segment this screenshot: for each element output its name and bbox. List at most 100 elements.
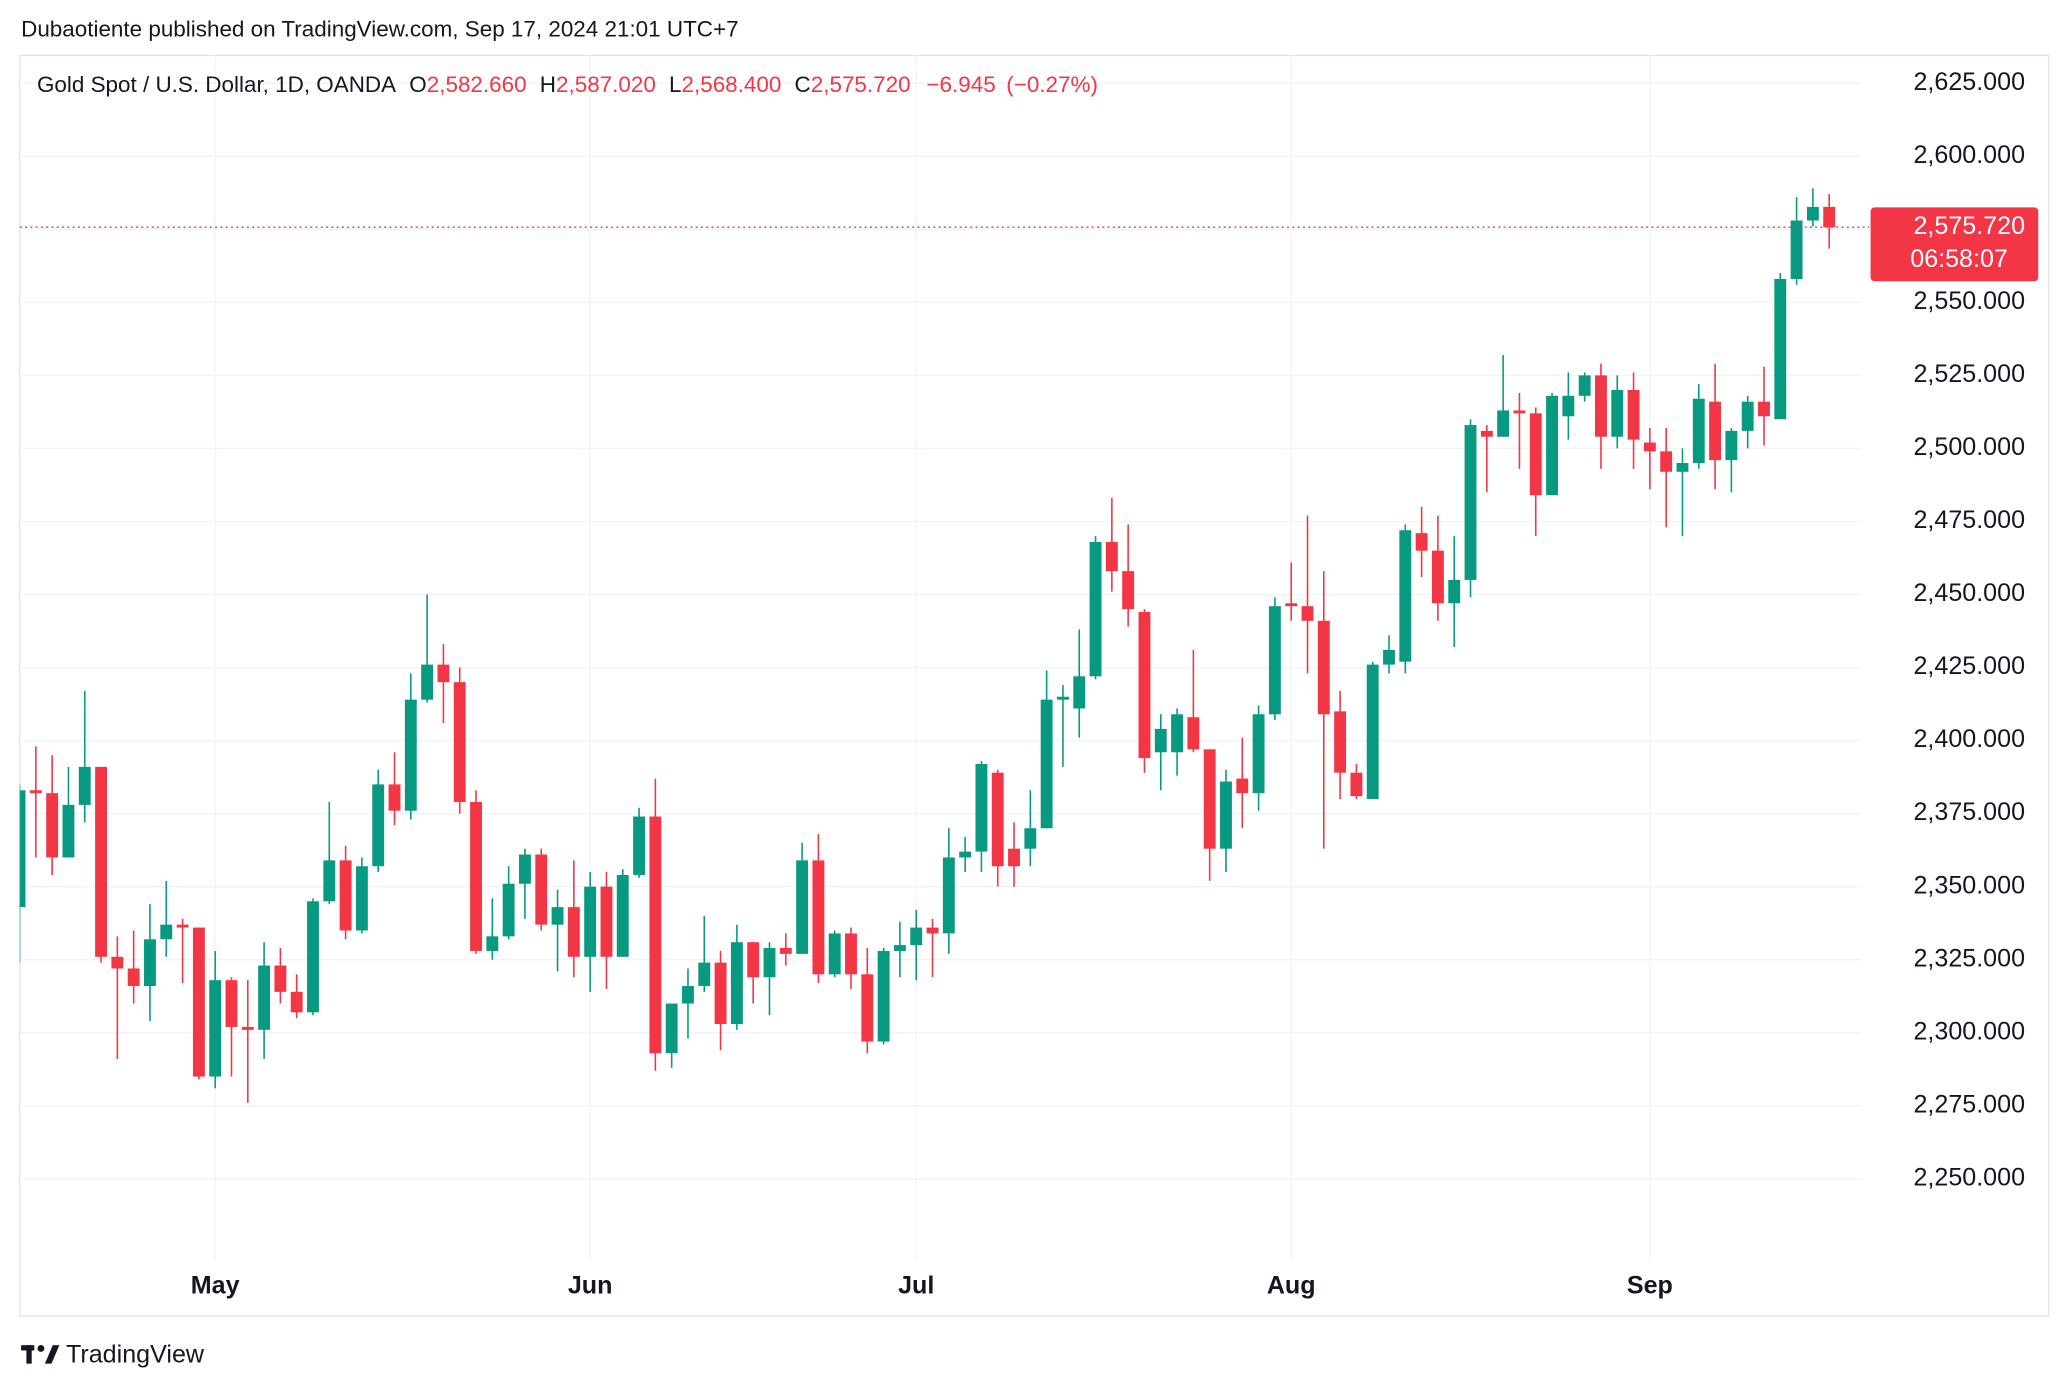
candle-body — [144, 939, 156, 987]
candle-body — [470, 801, 482, 951]
candle-body — [942, 857, 955, 934]
candle-body — [192, 927, 205, 1077]
candle-body — [1660, 451, 1673, 472]
candle-body — [779, 948, 792, 954]
candle-body — [698, 962, 711, 987]
candle-body — [633, 816, 646, 875]
candle-body — [1366, 664, 1379, 800]
candle-body — [1627, 389, 1640, 440]
candle-body — [1758, 401, 1770, 417]
last-price-label: 2,575.720 — [1913, 212, 2025, 240]
candle-body — [19, 790, 26, 908]
candle-body — [241, 1026, 254, 1030]
candle-body — [1692, 398, 1705, 464]
x-tick-label: May — [191, 1272, 240, 1300]
candle-body — [1513, 410, 1526, 414]
candle-body — [1725, 430, 1738, 461]
candle-body — [1464, 425, 1477, 580]
candle-body — [1774, 278, 1787, 420]
candle-body — [1317, 620, 1330, 715]
candle-body — [1611, 389, 1624, 437]
candle-body — [535, 854, 548, 925]
candle-body — [1497, 410, 1510, 437]
y-tick-label: 2,450.000 — [1913, 579, 2025, 607]
candle-body — [1790, 220, 1803, 279]
candle-body — [258, 965, 271, 1030]
candle-body — [1236, 778, 1249, 794]
legend-value: 2,575.720 — [811, 72, 911, 97]
y-tick-label: 2,300.000 — [1913, 1017, 2025, 1045]
candle-body — [926, 927, 939, 934]
legend-value: 2,582.660 — [427, 72, 527, 97]
legend-value: 2,587.020 — [556, 72, 656, 97]
candle-body — [649, 816, 662, 1054]
candle-body — [1415, 533, 1428, 551]
candle-body — [1154, 728, 1167, 753]
candle-body — [1399, 530, 1412, 662]
candle-body — [1171, 714, 1184, 753]
candle-body — [812, 860, 825, 975]
candle-body — [1285, 603, 1298, 607]
candle-body — [910, 927, 923, 946]
candle-body — [1203, 749, 1216, 849]
candle-body — [95, 766, 107, 957]
candle-body — [274, 965, 287, 992]
candle-body — [502, 883, 515, 937]
candle-body — [1138, 612, 1151, 759]
candle-body — [1008, 848, 1020, 867]
candle-body — [1676, 463, 1689, 472]
candle-body — [1073, 676, 1086, 709]
candle-body — [1252, 714, 1265, 794]
y-tick-label: 2,475.000 — [1913, 506, 2025, 534]
candle-body — [616, 874, 629, 957]
legend-letter: O — [409, 72, 426, 97]
candle-body — [453, 682, 466, 802]
candle-body — [1546, 395, 1558, 496]
legend: Gold Spot / U.S. Dollar, 1D, OANDA O2,582… — [37, 72, 1098, 97]
candle-body — [1823, 206, 1836, 228]
candle-body — [1122, 571, 1135, 610]
candle-body — [1562, 395, 1575, 417]
candle-body — [1741, 401, 1754, 431]
candle-body — [518, 854, 531, 884]
legend-letter: L — [669, 72, 681, 97]
candle-body — [372, 784, 385, 867]
candle-body — [730, 942, 743, 1024]
candle-body — [682, 986, 694, 1004]
y-tick-label: 2,325.000 — [1913, 944, 2025, 972]
legend-letter: H — [540, 72, 556, 97]
y-tick-label: 2,350.000 — [1913, 871, 2025, 899]
candle-body — [991, 772, 1004, 867]
candle-body — [421, 664, 434, 700]
candle-body — [845, 933, 857, 975]
y-tick-label: 2,550.000 — [1913, 287, 2025, 315]
candle-body — [828, 933, 841, 975]
candle-body — [1301, 606, 1314, 621]
y-tick-label: 2,375.000 — [1913, 798, 2025, 826]
candle-body — [763, 948, 776, 978]
candle-body — [46, 793, 59, 858]
candle-body — [861, 974, 874, 1042]
candle-body — [307, 901, 319, 1013]
y-tick-label: 2,600.000 — [1913, 141, 2025, 169]
candle-body — [1334, 711, 1347, 773]
candle-body — [437, 664, 450, 683]
candle-body — [877, 950, 890, 1042]
x-tick-label: Jul — [898, 1272, 934, 1300]
y-tick-label: 2,525.000 — [1913, 360, 2025, 388]
legend-value: 2,568.400 — [682, 72, 782, 97]
candle-body — [1024, 828, 1037, 849]
candle-body — [323, 860, 336, 902]
brand-logo — [21, 1345, 60, 1364]
candle-body — [1057, 696, 1069, 700]
candle-body — [1431, 550, 1444, 604]
axes: 2,250.000 2,275.000 2,300.000 2,325.000 2,35… — [19, 68, 2039, 1300]
candle-body — [714, 962, 727, 1024]
candle-body — [551, 907, 564, 925]
candle-body — [486, 936, 499, 951]
candle-body — [1448, 579, 1461, 604]
publisher-line: Dubaotiente published on TradingView.com… — [21, 16, 738, 41]
candle-body — [1350, 772, 1363, 797]
